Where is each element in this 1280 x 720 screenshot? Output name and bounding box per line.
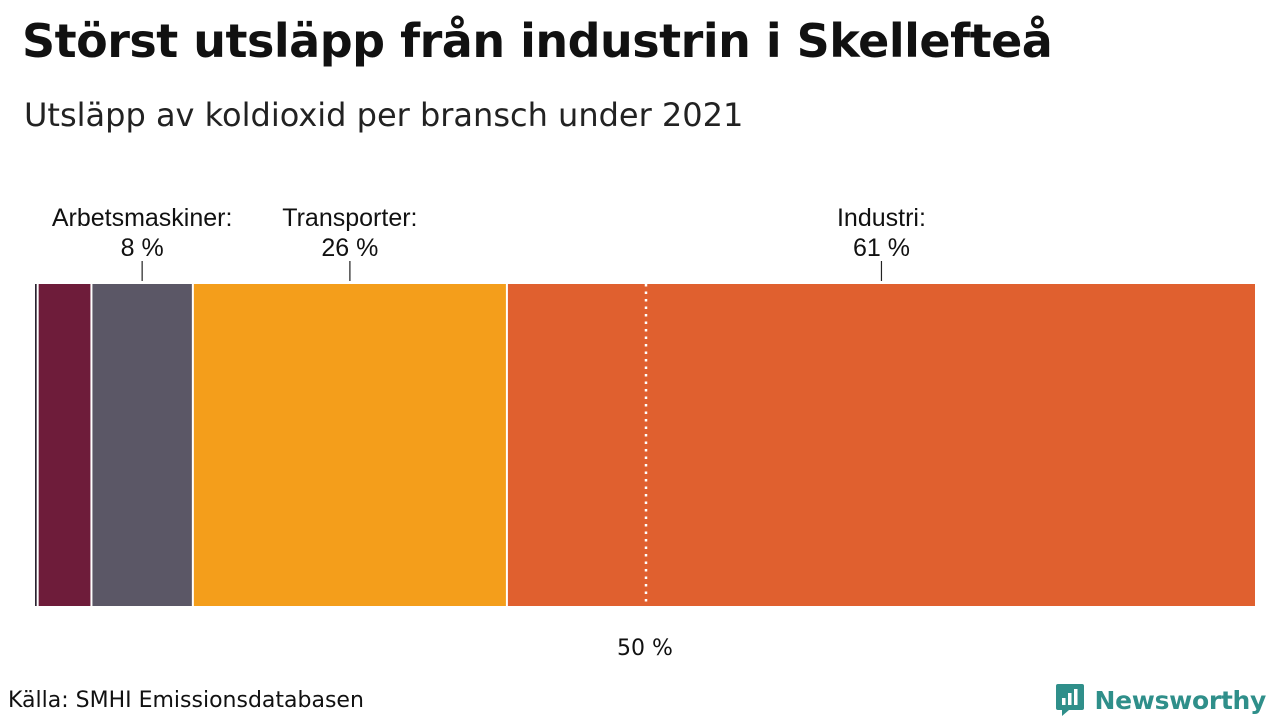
brand-logo: Newsworthy xyxy=(1055,683,1267,717)
bar-segment-segment-1 xyxy=(35,284,37,606)
bar-segment-segment-2 xyxy=(38,284,91,606)
stacked-bar-chart: Arbetsmaskiner:8 % Transporter:26 % Indust… xyxy=(35,204,1255,661)
brand-name: Newsworthy xyxy=(1094,685,1267,715)
bar-segment-industri xyxy=(507,284,1255,606)
bar-segment-arbetsmaskiner xyxy=(92,284,192,606)
segment-label-arbetsmaskiner: Arbetsmaskiner: xyxy=(52,204,233,232)
bar-segment-transporter xyxy=(193,284,506,606)
chart-title: Störst utsläpp från industrin i Skelleft… xyxy=(22,14,1053,68)
segment-value-transporter: 26 % xyxy=(321,234,378,262)
source-note: Källa: SMHI Emissionsdatabasen xyxy=(8,688,364,713)
segment-value-arbetsmaskiner: 8 % xyxy=(121,234,164,262)
segment-label-transporter: Transporter: xyxy=(282,204,417,232)
segment-label-industri: Industri: xyxy=(837,204,926,232)
chart-bars-icon xyxy=(1055,684,1084,716)
segment-value-industri: 61 % xyxy=(853,234,910,262)
reference-line-label: 50 % xyxy=(617,636,673,661)
chart-subtitle: Utsläpp av koldioxid per bransch under 2… xyxy=(24,96,744,134)
